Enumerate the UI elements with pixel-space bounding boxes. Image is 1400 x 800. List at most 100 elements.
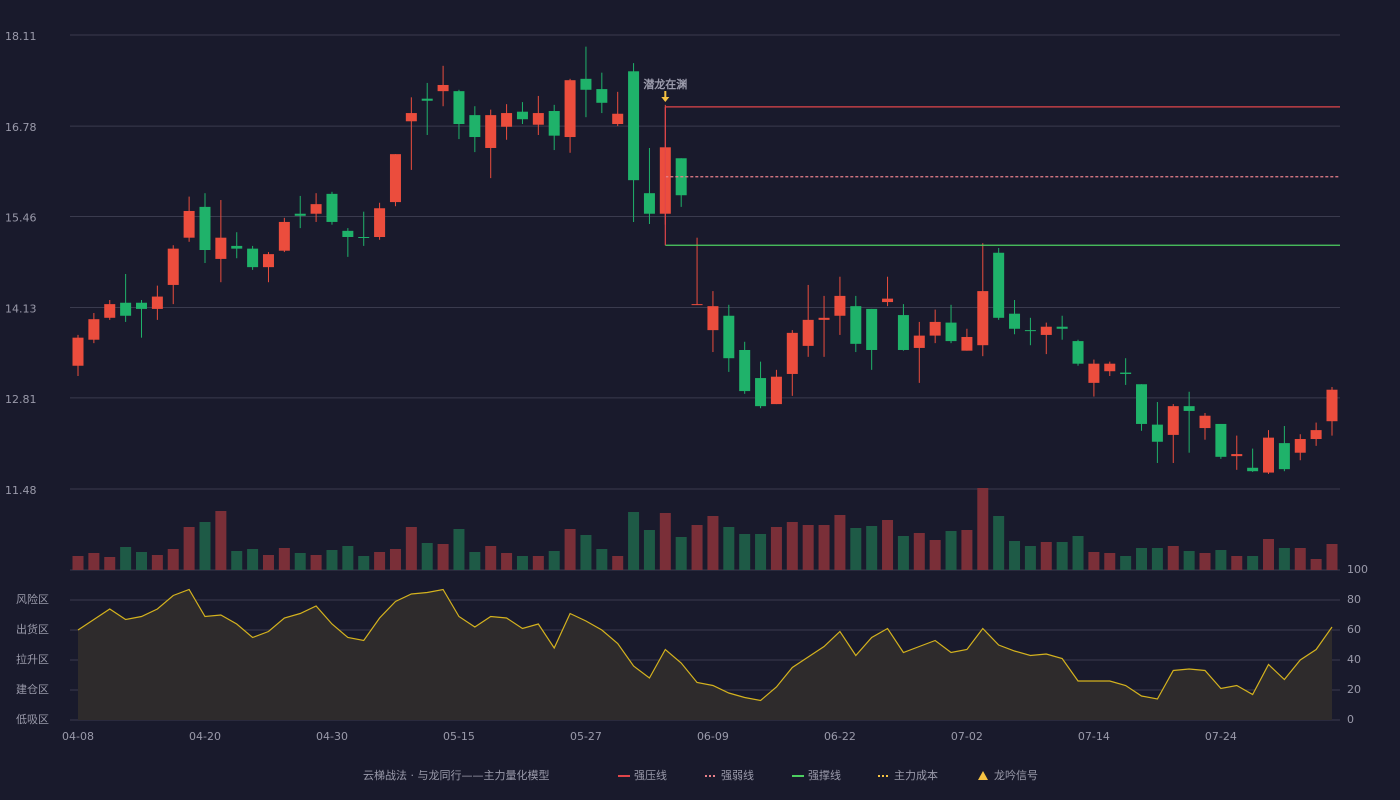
volume-bar — [1326, 544, 1338, 570]
candle-body — [1104, 363, 1116, 372]
volume-bar — [1199, 553, 1211, 570]
candle-body — [247, 248, 259, 268]
volume-bar — [1120, 556, 1132, 570]
candle-body — [1199, 415, 1211, 429]
legend-label: 龙吟信号 — [994, 768, 1038, 782]
candle-body — [135, 302, 147, 309]
volume-bar — [326, 550, 338, 570]
volume-bar — [913, 533, 925, 570]
candle-body — [913, 335, 925, 348]
candle-body — [929, 321, 941, 336]
volume-bar — [675, 537, 687, 570]
zone-label: 低吸区 — [16, 713, 49, 726]
volume-bar — [358, 556, 370, 570]
candle-body — [516, 111, 528, 120]
volume-bar — [1009, 541, 1021, 570]
x-tick-label: 06-09 — [697, 730, 729, 743]
candle-body — [993, 252, 1005, 318]
legend-label: 主力成本 — [894, 768, 938, 782]
volume-bar — [945, 531, 957, 570]
volume-bar — [389, 549, 401, 570]
volume-bar — [516, 556, 528, 570]
volume-bar — [755, 534, 767, 570]
volume-bar — [1056, 542, 1068, 570]
legend-label: 强弱线 — [721, 768, 754, 782]
candle-body — [1072, 341, 1084, 364]
x-tick-label: 07-24 — [1205, 730, 1237, 743]
candle-body — [1040, 326, 1052, 335]
candle-body — [770, 376, 782, 405]
volume-bar — [1183, 551, 1195, 570]
volume-bar — [1167, 546, 1179, 570]
candle-body — [167, 248, 179, 285]
y-tick-label: 15.46 — [5, 211, 37, 224]
oscillator-area — [78, 589, 1332, 720]
volume-bar — [723, 527, 735, 570]
volume-bar — [850, 528, 862, 570]
volume-bar — [548, 551, 560, 570]
volume-bar — [977, 488, 989, 570]
candle-body — [1120, 372, 1132, 374]
candle-body — [278, 221, 290, 251]
candle-body — [199, 206, 211, 251]
candle-body — [374, 208, 386, 238]
volume-bar — [659, 513, 671, 570]
annotation: 潜龙在渊 — [643, 77, 687, 91]
candle-body — [596, 89, 608, 103]
volume-bar — [961, 530, 973, 570]
volume-bar — [104, 557, 116, 570]
candle-body — [1009, 313, 1021, 329]
volume-bar — [151, 555, 163, 570]
candle-body — [1167, 406, 1179, 435]
volume-bar — [342, 546, 354, 570]
candle-body — [1310, 430, 1322, 440]
volume-bar — [739, 534, 751, 570]
candle-body — [326, 193, 338, 222]
candle-body — [358, 237, 370, 239]
volume-bar — [897, 536, 909, 570]
volume-bar — [786, 522, 798, 570]
volume-bar — [532, 556, 544, 570]
volume-bar — [247, 549, 259, 570]
volume-bar — [993, 516, 1005, 570]
x-tick-label: 05-15 — [443, 730, 475, 743]
volume-bar — [453, 529, 465, 570]
volume-bar — [215, 511, 227, 570]
candle-body — [485, 115, 497, 148]
legend-marker — [978, 771, 988, 780]
zone-label: 建仓区 — [16, 682, 49, 696]
candle-body — [1215, 423, 1227, 457]
candle-body — [612, 113, 624, 125]
volume-bar — [834, 515, 846, 570]
volume-bar — [1278, 548, 1290, 570]
volume-bar — [564, 529, 576, 570]
y-tick-label: 18.11 — [5, 30, 37, 43]
volume-bar — [437, 544, 449, 570]
y2-tick-label: 100 — [1347, 563, 1368, 576]
volume-bar — [1040, 542, 1052, 570]
y-tick-label: 12.81 — [5, 393, 37, 406]
candle-body — [834, 295, 846, 316]
candle-body — [183, 210, 195, 238]
candle-body — [802, 319, 814, 346]
candle-body — [818, 317, 830, 320]
candle-body — [882, 298, 894, 303]
candle-body — [437, 84, 449, 92]
candle-body — [755, 378, 767, 407]
candle-body — [1056, 326, 1068, 329]
volume-bar — [929, 540, 941, 570]
y2-tick-label: 80 — [1347, 593, 1361, 606]
candle-body — [548, 111, 560, 136]
volume-bar — [707, 516, 719, 570]
volume-bar — [294, 553, 306, 570]
y-tick-label: 14.13 — [5, 303, 37, 316]
y-tick-label: 16.78 — [5, 121, 37, 134]
candle-body — [866, 308, 878, 350]
candle-body — [961, 336, 973, 351]
annotation-arrow — [661, 91, 670, 102]
volume-bar — [1294, 548, 1306, 570]
volume-bar — [120, 547, 132, 570]
candle-body — [294, 213, 306, 216]
volume-bar — [72, 556, 84, 570]
candle-body — [707, 306, 719, 331]
